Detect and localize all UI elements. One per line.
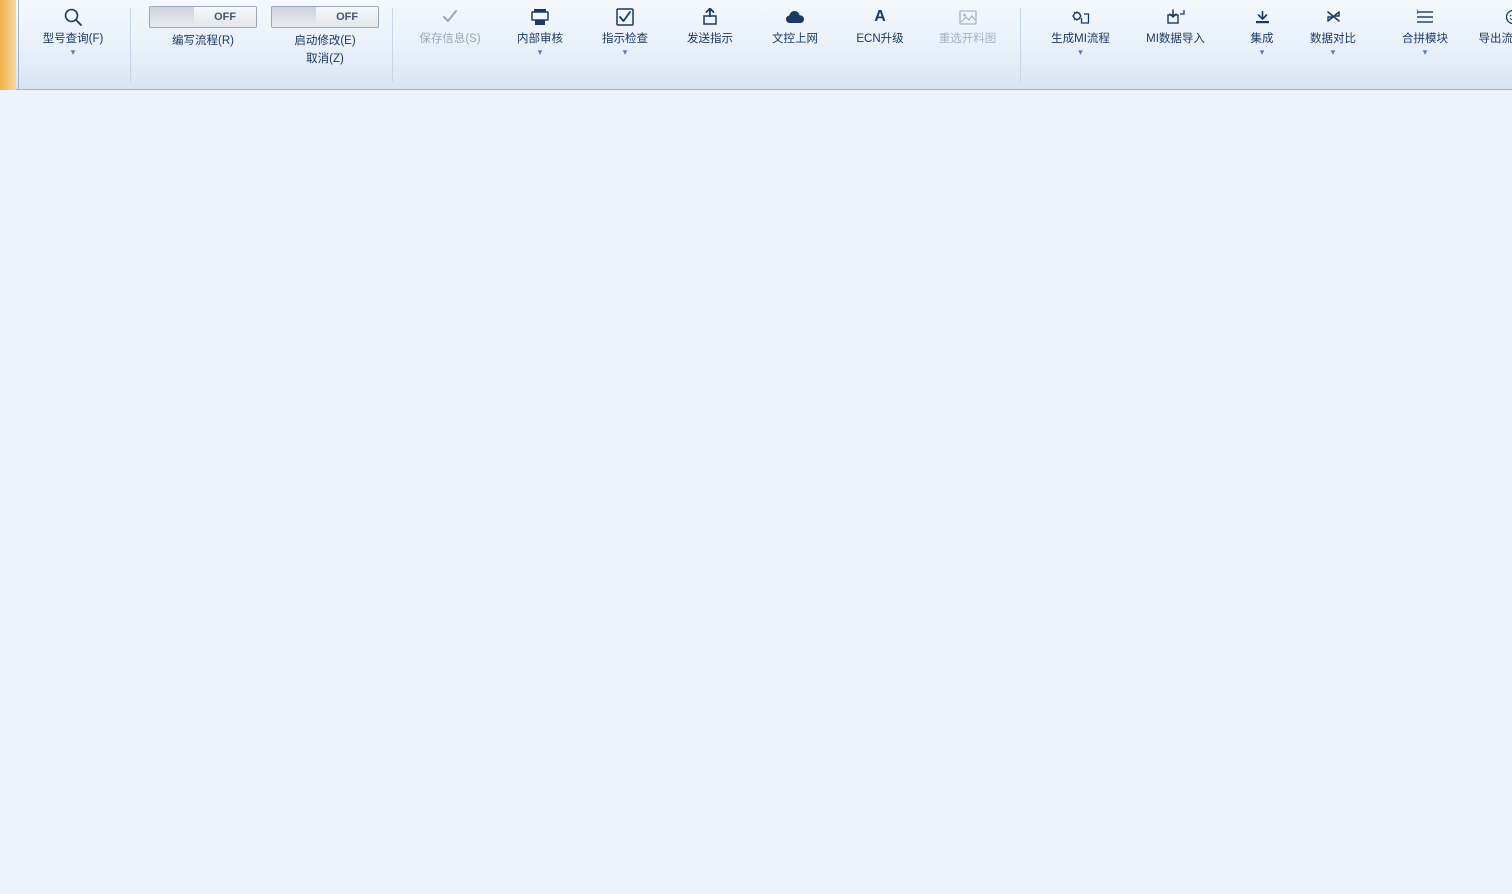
svg-text:1: 1 xyxy=(1416,10,1419,16)
